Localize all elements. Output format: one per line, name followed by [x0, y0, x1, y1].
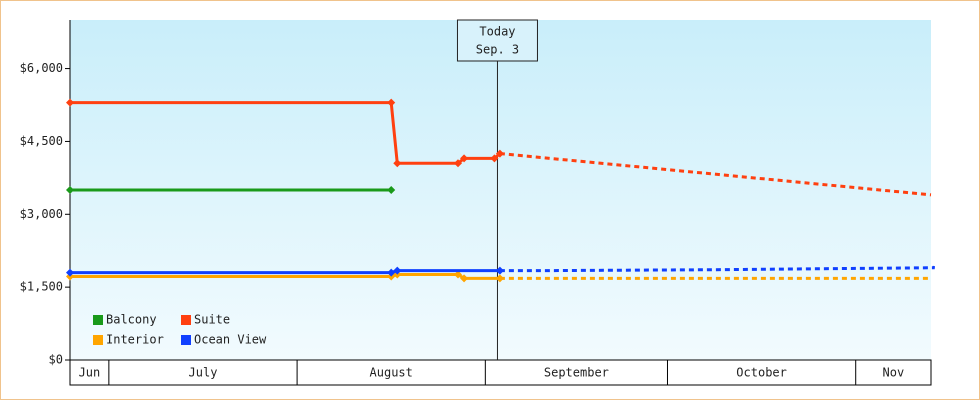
x-tick-label: Jun: [79, 366, 101, 380]
y-tick-label: $6,000: [20, 61, 63, 75]
point: [495, 274, 504, 283]
point: [66, 268, 74, 277]
x-tick-label: October: [736, 366, 787, 380]
point: [490, 154, 499, 163]
point: [387, 186, 396, 194]
legend-swatch: [93, 315, 103, 325]
point: [460, 274, 469, 283]
point: [387, 268, 396, 277]
series-line: [70, 269, 500, 275]
point: [393, 266, 402, 275]
x-tick-label: July: [189, 366, 218, 380]
point: [453, 159, 462, 168]
point: [460, 154, 469, 163]
projection-line: [499, 265, 936, 273]
legend-label: Ocean View: [194, 333, 267, 347]
y-tick-label: $3,000: [20, 207, 63, 221]
point: [453, 270, 462, 279]
x-tick-label: Nov: [883, 366, 905, 380]
point: [495, 149, 504, 158]
legend-swatch: [181, 335, 191, 345]
x-axis-band: [69, 359, 932, 386]
x-tick-label: September: [544, 366, 609, 380]
legend-swatch: [93, 335, 103, 345]
today-label: Today: [479, 25, 515, 39]
legend-label: Interior: [106, 333, 164, 347]
legend-label: Suite: [194, 313, 230, 327]
point: [495, 266, 504, 275]
legend-label: Balcony: [106, 313, 157, 327]
y-tick-label: $4,500: [20, 134, 63, 148]
point: [393, 159, 402, 168]
point: [66, 186, 74, 194]
today-box: [456, 19, 538, 62]
series-line: [70, 273, 500, 280]
legend-swatch: [181, 315, 191, 325]
y-tick-label: $1,500: [20, 280, 63, 294]
point: [66, 98, 74, 107]
x-tick-label: August: [370, 366, 413, 380]
y-tick-label: $0: [49, 353, 63, 367]
point: [387, 98, 396, 107]
today-label: Sep. 3: [476, 43, 519, 57]
projection-line: [499, 152, 932, 197]
